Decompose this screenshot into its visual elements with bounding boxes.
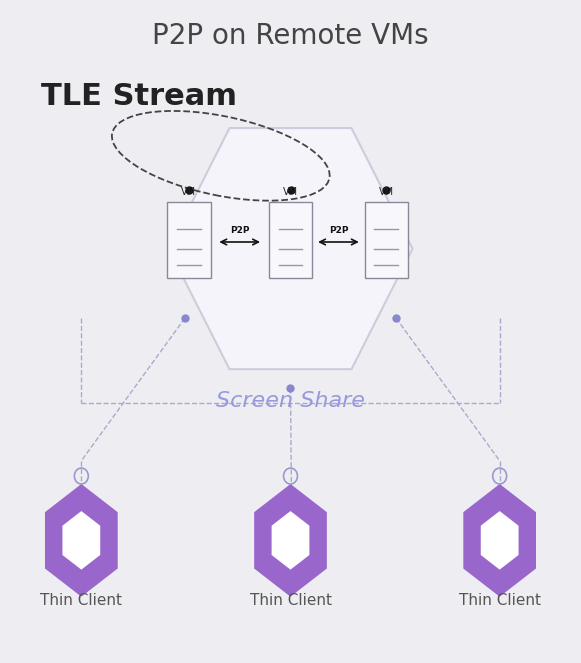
Text: P2P: P2P <box>230 226 249 235</box>
FancyBboxPatch shape <box>365 202 408 278</box>
Text: Thin Client: Thin Client <box>40 593 123 609</box>
Polygon shape <box>254 484 327 597</box>
Text: VM: VM <box>181 187 196 197</box>
Text: P2P: P2P <box>329 226 348 235</box>
Polygon shape <box>271 511 310 570</box>
Text: VM: VM <box>379 187 394 197</box>
Text: VM: VM <box>283 187 298 197</box>
Text: P2P on Remote VMs: P2P on Remote VMs <box>152 23 429 50</box>
Polygon shape <box>463 484 536 597</box>
Polygon shape <box>45 484 118 597</box>
Polygon shape <box>480 511 519 570</box>
Text: Thin Client: Thin Client <box>249 593 332 609</box>
Text: Thin Client: Thin Client <box>458 593 541 609</box>
Polygon shape <box>62 511 101 570</box>
Text: Screen Share: Screen Share <box>216 391 365 411</box>
Polygon shape <box>168 128 413 369</box>
Text: TLE Stream: TLE Stream <box>41 82 236 111</box>
FancyBboxPatch shape <box>269 202 313 278</box>
FancyBboxPatch shape <box>167 202 211 278</box>
